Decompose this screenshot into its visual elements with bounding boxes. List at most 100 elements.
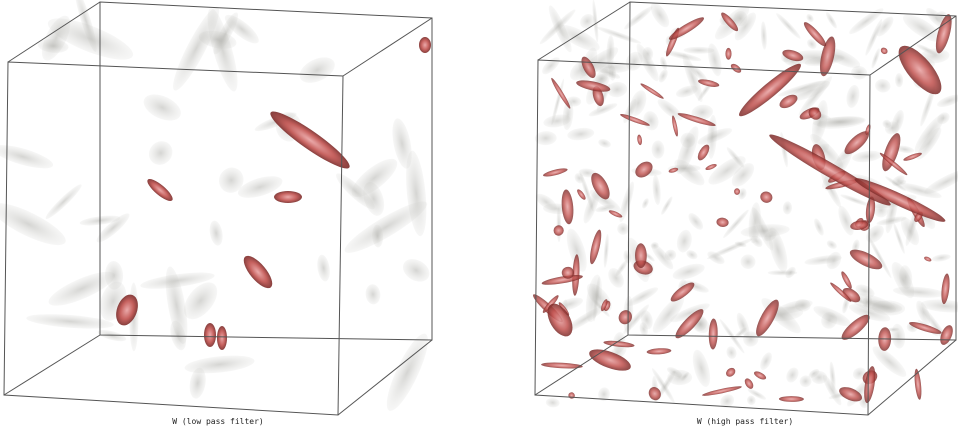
vortex-blob [204,323,216,347]
vortex-blob [747,202,762,244]
vortex-blob [689,348,713,389]
vortex-blob [879,46,888,55]
vortex-blob [746,395,757,406]
vortex-blob [922,165,958,197]
vortex-blob [686,211,706,233]
vortex-blob [0,140,55,173]
vortex-blob [647,0,673,30]
vortex-blob [702,385,743,398]
vortex-blob [651,175,661,206]
vortex-blob [824,11,838,30]
vortex-blob [140,89,185,126]
vortex-blob [659,56,669,70]
vortex-blob [740,254,756,270]
vortex-blob [671,261,707,283]
vortex-blob [716,217,729,228]
vortex-blob [805,13,815,24]
vortex-blob [539,54,562,77]
vortex-blob [550,77,573,110]
vortex-blob [718,392,737,411]
vortex-blob [705,42,724,77]
vortex-blob [893,285,945,299]
vortex-blob [603,234,610,268]
vortex-blob [760,21,767,50]
vortex-blob [782,201,792,215]
vortex-blob [657,68,670,84]
figure: W (low pass filter) W (high pass filter) [0,0,958,432]
vortex-blob [724,366,737,378]
vortex-blob [758,351,775,372]
vortex-blob [870,47,882,69]
vortex-blob [545,397,560,408]
vortex-blob [588,229,604,265]
vortex-blob [567,126,595,141]
vortex-blob [852,149,883,164]
vortex-blob [93,210,132,246]
vortex-blob [239,252,277,293]
vortex-blob [895,73,903,87]
vortex-blob [380,329,436,415]
vortex-blob [560,189,574,225]
vortex-blob [766,129,894,211]
vortex-blob [936,92,958,109]
vortex-blob [779,396,804,402]
vortex-blob [753,370,768,381]
vortex-blob [740,223,790,239]
vortex-blob [597,138,612,150]
vortex-blob [784,365,801,384]
vortex-blob [596,25,642,46]
high-pass-volume: W (high pass filter) [531,0,958,426]
vortex-blob [725,48,731,60]
vortex-blob [835,204,857,237]
vortex-blob [646,348,671,356]
vortex-blob [641,197,651,209]
vortex-blob [316,254,332,282]
vortex-blob [419,37,431,53]
vortex-blob [845,84,861,109]
vortex-blob [655,96,686,124]
vortex-blob [208,220,225,247]
vortex-blob [217,326,227,350]
vortex-blob [266,105,355,175]
vortex-blob [923,256,932,263]
vortex-blob [874,78,892,94]
vortex-blob [667,370,692,385]
vortex-blob [840,270,854,290]
caption: W (low pass filter) [172,417,264,426]
vortex-blob [743,377,755,390]
vortex-blob [646,385,663,402]
vortex-blob [759,190,774,205]
vortex-blob [43,182,84,222]
vortex-blob [399,254,434,286]
vortex-blob [913,368,922,400]
vortex-blob [659,195,674,215]
vortex-blob [534,131,556,146]
vortex-blob [667,14,706,42]
vortex-blob [641,109,660,132]
low-pass-volume: W (low pass filter) [0,0,435,426]
vortex-blob [774,11,802,40]
vortex-blob [734,188,740,195]
vortex-blob [725,345,738,360]
vortex-blob [825,239,838,251]
vortex-blob [622,4,654,32]
vortex-tubes [531,0,958,411]
vortex-blob [675,228,694,254]
vortex-blob [144,136,177,169]
vortex-blob [890,323,907,349]
vortex-blob [637,134,643,145]
vortex-blob [26,312,114,331]
vortex-tubes [0,0,435,415]
vortex-blob [296,52,339,88]
vortex-blob [931,253,951,263]
vortex-blob [274,191,302,203]
vortex-blob [542,167,568,178]
vortex-blob [567,391,576,400]
vortex-blob [812,217,826,237]
caption: W (high pass filter) [697,417,793,426]
vortex-blob [708,318,718,349]
vortex-blob [552,224,565,237]
vortex-blob [365,284,382,306]
vortex-blob [651,140,664,159]
vortex-blob [145,176,176,204]
